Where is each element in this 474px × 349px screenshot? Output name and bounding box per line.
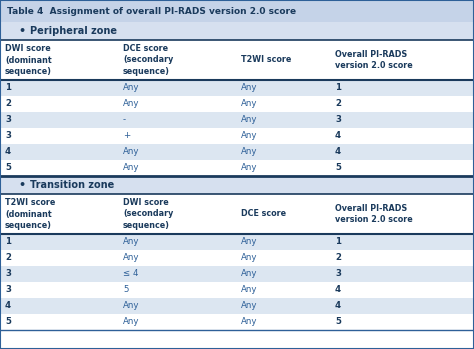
Bar	[0, 176, 474, 194]
Text: 2: 2	[5, 99, 11, 109]
Text: Any: Any	[241, 269, 257, 279]
Text: 1: 1	[5, 83, 11, 92]
Text: Any: Any	[241, 116, 257, 125]
Bar	[0, 250, 474, 266]
Text: 4: 4	[335, 302, 341, 311]
Text: 5: 5	[5, 318, 11, 327]
Text: 3: 3	[5, 269, 11, 279]
Text: DCE score: DCE score	[241, 209, 286, 218]
Text: 1: 1	[5, 238, 11, 246]
Text: •: •	[18, 180, 25, 190]
Text: 4: 4	[335, 148, 341, 156]
Bar	[0, 128, 474, 144]
Text: Any: Any	[241, 83, 257, 92]
Bar	[0, 96, 474, 112]
Bar	[0, 234, 474, 250]
Bar	[0, 0, 474, 22]
Bar	[0, 298, 474, 314]
Text: Any: Any	[241, 163, 257, 172]
Text: DCE score
(secondary
sequence): DCE score (secondary sequence)	[123, 44, 173, 76]
Text: Overall PI-RADS
version 2.0 score: Overall PI-RADS version 2.0 score	[335, 204, 413, 224]
Text: Any: Any	[241, 132, 257, 141]
Text: Overall PI-RADS
version 2.0 score: Overall PI-RADS version 2.0 score	[335, 50, 413, 70]
Text: 2: 2	[335, 253, 341, 262]
Text: 1: 1	[335, 83, 341, 92]
Text: 2: 2	[5, 253, 11, 262]
Text: Peripheral zone: Peripheral zone	[30, 26, 117, 36]
Text: Any: Any	[123, 302, 139, 311]
Text: T2WI score
(dominant
sequence): T2WI score (dominant sequence)	[5, 198, 55, 230]
Text: +: +	[123, 132, 130, 141]
Bar	[0, 144, 474, 160]
Text: Any: Any	[241, 285, 257, 295]
Bar	[0, 314, 474, 330]
Bar	[0, 194, 474, 234]
Text: Any: Any	[241, 253, 257, 262]
Text: •: •	[18, 26, 25, 36]
Text: 5: 5	[335, 163, 341, 172]
Text: ≤ 4: ≤ 4	[123, 269, 138, 279]
Text: 4: 4	[5, 302, 11, 311]
Text: -: -	[123, 116, 126, 125]
Text: Any: Any	[241, 318, 257, 327]
Text: 4: 4	[335, 285, 341, 295]
Text: Table 4  Assignment of overall PI-RADS version 2.0 score: Table 4 Assignment of overall PI-RADS ve…	[7, 7, 296, 15]
Text: 3: 3	[5, 285, 11, 295]
Bar	[0, 282, 474, 298]
Text: Any: Any	[241, 148, 257, 156]
Bar	[0, 160, 474, 176]
Bar	[0, 22, 474, 40]
Text: 4: 4	[335, 132, 341, 141]
Text: DWI score
(dominant
sequence): DWI score (dominant sequence)	[5, 44, 52, 76]
Text: Any: Any	[123, 253, 139, 262]
Bar	[0, 40, 474, 80]
Text: Transition zone: Transition zone	[30, 180, 114, 190]
Text: 3: 3	[5, 116, 11, 125]
Text: Any: Any	[123, 318, 139, 327]
Text: 5: 5	[123, 285, 128, 295]
Bar	[0, 266, 474, 282]
Text: 3: 3	[5, 132, 11, 141]
Text: 4: 4	[5, 148, 11, 156]
Text: Any: Any	[123, 163, 139, 172]
Text: 1: 1	[335, 238, 341, 246]
Text: 5: 5	[335, 318, 341, 327]
Text: 2: 2	[335, 99, 341, 109]
Text: 3: 3	[335, 116, 341, 125]
Text: DWI score
(secondary
sequence): DWI score (secondary sequence)	[123, 198, 173, 230]
Text: Any: Any	[123, 148, 139, 156]
Text: Any: Any	[241, 238, 257, 246]
Text: Any: Any	[241, 302, 257, 311]
Text: Any: Any	[123, 238, 139, 246]
Text: T2WI score: T2WI score	[241, 55, 292, 65]
Text: Any: Any	[123, 83, 139, 92]
Text: Any: Any	[123, 99, 139, 109]
Text: 3: 3	[335, 269, 341, 279]
Text: Any: Any	[241, 99, 257, 109]
Bar	[0, 112, 474, 128]
Text: 5: 5	[5, 163, 11, 172]
Bar	[0, 80, 474, 96]
